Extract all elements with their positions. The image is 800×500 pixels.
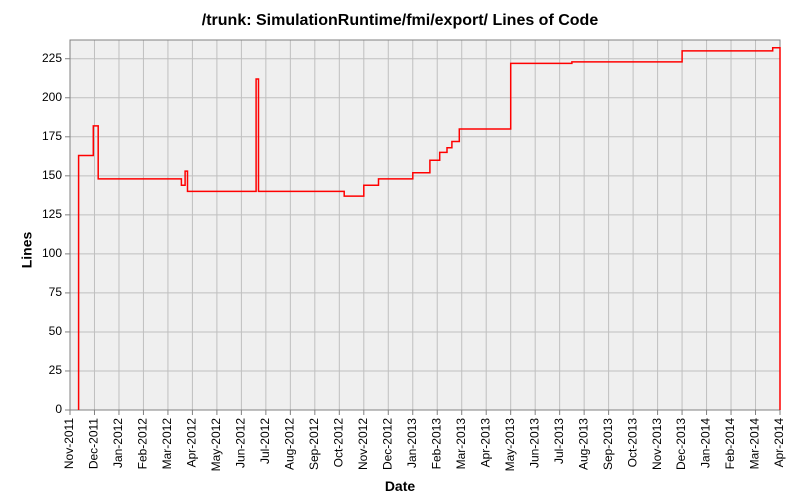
y-tick-label: 200 (42, 90, 62, 104)
x-tick-label: Jan-2014 (699, 418, 713, 468)
x-tick-label: Feb-2012 (136, 418, 150, 470)
x-tick-label: Mar-2012 (160, 418, 174, 470)
x-tick-label: Aug-2013 (576, 418, 590, 470)
x-tick-label: Oct-2012 (331, 418, 345, 468)
x-tick-label: Nov-2013 (650, 418, 664, 470)
x-tick-label: Feb-2014 (723, 418, 737, 470)
x-tick-label: Nov-2011 (62, 418, 76, 469)
x-tick-label: Jun-2013 (527, 418, 541, 468)
y-tick-label: 175 (42, 129, 62, 143)
y-tick-label: 225 (42, 51, 62, 65)
x-tick-label: Aug-2012 (283, 418, 297, 470)
x-tick-label: Dec-2013 (674, 418, 688, 470)
x-tick-label: Nov-2012 (356, 418, 370, 470)
x-tick-label: Feb-2013 (429, 418, 443, 470)
x-tick-label: Jun-2012 (234, 418, 248, 468)
x-tick-label: Dec-2012 (380, 418, 394, 470)
y-tick-label: 100 (42, 246, 62, 260)
x-tick-label: Mar-2014 (748, 418, 762, 470)
x-tick-label: Mar-2013 (454, 418, 468, 470)
x-tick-label: Jul-2012 (258, 418, 272, 464)
y-tick-label: 125 (42, 207, 62, 221)
x-tick-label: Sep-2013 (601, 418, 615, 470)
x-tick-label: Oct-2013 (625, 418, 639, 468)
x-tick-label: Apr-2014 (772, 418, 786, 468)
x-tick-label: May-2013 (503, 418, 517, 472)
x-tick-label: Jan-2012 (111, 418, 125, 468)
x-tick-label: Jan-2013 (405, 418, 419, 468)
x-tick-label: Dec-2011 (87, 418, 101, 469)
y-tick-label: 150 (42, 168, 62, 182)
loc-timeseries-chart: /trunk: SimulationRuntime/fmi/export/ Li… (0, 0, 800, 500)
x-tick-label: Apr-2012 (185, 418, 199, 468)
y-tick-label: 25 (49, 363, 63, 377)
y-tick-label: 0 (55, 402, 62, 416)
x-tick-label: Sep-2012 (307, 418, 321, 470)
x-tick-label: May-2012 (209, 418, 223, 472)
x-tick-label: Apr-2013 (478, 418, 492, 468)
x-tick-label: Jul-2013 (552, 418, 566, 464)
chart-svg: 0 25 50 75 100 125 150 175 200 225 Nov-2011 Dec-201… (0, 0, 800, 500)
y-tick-label: 75 (49, 285, 63, 299)
y-tick-label: 50 (49, 324, 63, 338)
